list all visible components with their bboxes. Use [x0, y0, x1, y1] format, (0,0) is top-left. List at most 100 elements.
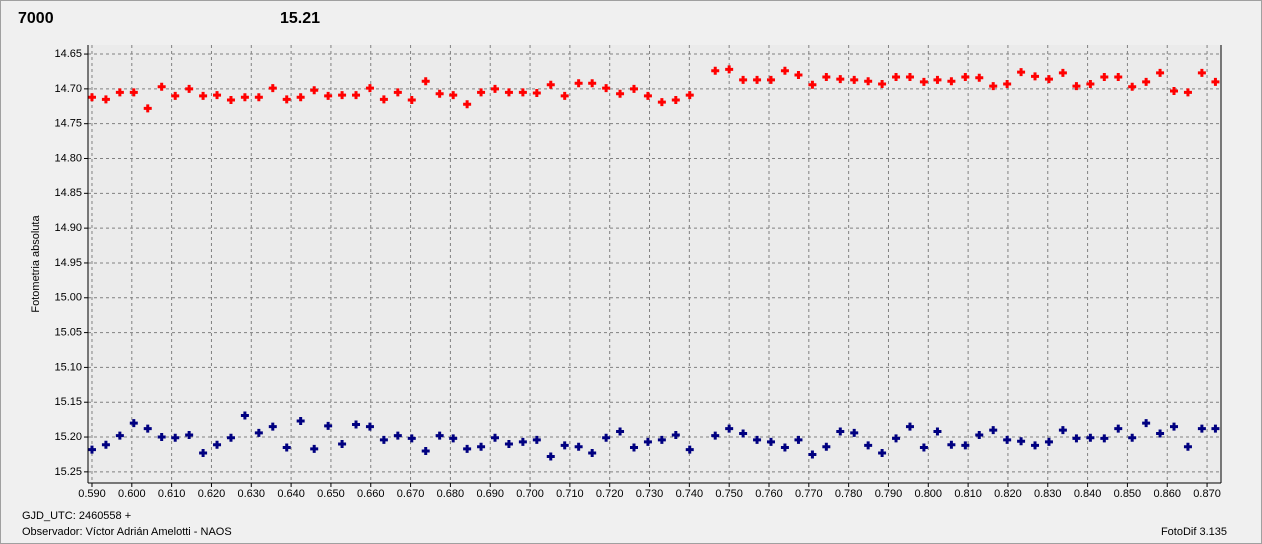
data-point	[213, 91, 222, 100]
data-point	[780, 443, 789, 452]
data-point	[657, 98, 666, 107]
data-point	[947, 440, 956, 449]
data-point	[878, 79, 887, 88]
data-point	[185, 430, 194, 439]
data-point	[725, 424, 734, 433]
data-point	[794, 435, 803, 444]
data-point	[379, 95, 388, 104]
data-point	[518, 437, 527, 446]
data-point	[1072, 82, 1081, 91]
x-tick-label: 0.610	[158, 488, 186, 500]
y-tick-label: 14.80	[54, 152, 82, 164]
data-point	[1100, 73, 1109, 82]
data-point	[477, 88, 486, 97]
data-point	[282, 443, 291, 452]
data-point	[171, 433, 180, 442]
data-point	[1003, 79, 1012, 88]
data-point	[87, 445, 96, 454]
data-point	[1086, 433, 1095, 442]
data-point	[685, 445, 694, 454]
data-point	[240, 93, 249, 102]
data-point	[989, 82, 998, 91]
data-point	[629, 443, 638, 452]
y-tick-label: 15.25	[54, 466, 82, 478]
y-tick-label: 14.85	[54, 187, 82, 199]
data-point	[808, 450, 817, 459]
data-point	[1044, 437, 1053, 446]
data-point	[268, 422, 277, 431]
data-point	[310, 444, 319, 453]
y-axis-label: Fotometria absoluta	[30, 215, 42, 313]
data-point	[602, 433, 611, 442]
data-point	[850, 428, 859, 437]
data-point	[588, 79, 597, 88]
data-point	[421, 77, 430, 86]
data-point	[115, 88, 124, 97]
x-tick-label: 0.680	[437, 488, 465, 500]
data-point	[185, 84, 194, 93]
x-tick-label: 0.830	[1034, 488, 1062, 500]
data-point	[1072, 434, 1081, 443]
data-point	[310, 86, 319, 95]
x-tick-label: 0.690	[476, 488, 504, 500]
data-point	[766, 437, 775, 446]
data-point	[1197, 424, 1206, 433]
data-point	[864, 77, 873, 86]
data-point	[574, 79, 583, 88]
x-tick-label: 0.780	[835, 488, 863, 500]
data-point	[1031, 72, 1040, 81]
data-point	[560, 441, 569, 450]
data-point	[1128, 433, 1137, 442]
data-point	[1142, 77, 1151, 86]
data-point	[491, 433, 500, 442]
data-point	[393, 431, 402, 440]
data-point	[1044, 75, 1053, 84]
data-point	[1211, 77, 1220, 86]
data-point	[725, 65, 734, 74]
data-point	[365, 84, 374, 93]
data-point	[199, 91, 208, 100]
data-point	[1197, 68, 1206, 77]
data-point	[671, 430, 680, 439]
data-point	[766, 75, 775, 84]
data-point	[504, 440, 513, 449]
x-tick-label: 0.770	[795, 488, 823, 500]
data-point	[115, 431, 124, 440]
data-point	[753, 75, 762, 84]
data-point	[616, 89, 625, 98]
data-point	[975, 73, 984, 82]
series-label: 15.21	[280, 10, 320, 27]
data-point	[463, 444, 472, 453]
data-point	[657, 435, 666, 444]
x-tick-label: 0.660	[357, 488, 385, 500]
data-point	[213, 440, 222, 449]
data-point	[616, 427, 625, 436]
data-point	[711, 431, 720, 440]
data-point	[1156, 68, 1165, 77]
data-point	[532, 435, 541, 444]
y-tick-label: 14.75	[54, 118, 82, 130]
y-tick-label: 14.90	[54, 222, 82, 234]
data-point	[836, 427, 845, 436]
y-tick-label: 15.05	[54, 326, 82, 338]
data-point	[324, 421, 333, 430]
data-point	[268, 84, 277, 93]
x-tick-label: 0.620	[198, 488, 226, 500]
data-point	[1170, 422, 1179, 431]
x-tick-label: 0.710	[556, 488, 584, 500]
data-point	[588, 449, 597, 458]
x-tick-label: 0.820	[994, 488, 1022, 500]
data-point	[989, 426, 998, 435]
data-point	[629, 84, 638, 93]
y-tick-label: 15.10	[54, 361, 82, 373]
data-point	[101, 440, 110, 449]
data-point	[780, 66, 789, 75]
data-point	[226, 96, 235, 105]
data-point	[1211, 424, 1220, 433]
data-point	[602, 84, 611, 93]
x-tick-label: 0.640	[277, 488, 305, 500]
data-point	[199, 449, 208, 458]
data-point	[296, 93, 305, 102]
data-point	[365, 422, 374, 431]
data-point	[143, 104, 152, 113]
